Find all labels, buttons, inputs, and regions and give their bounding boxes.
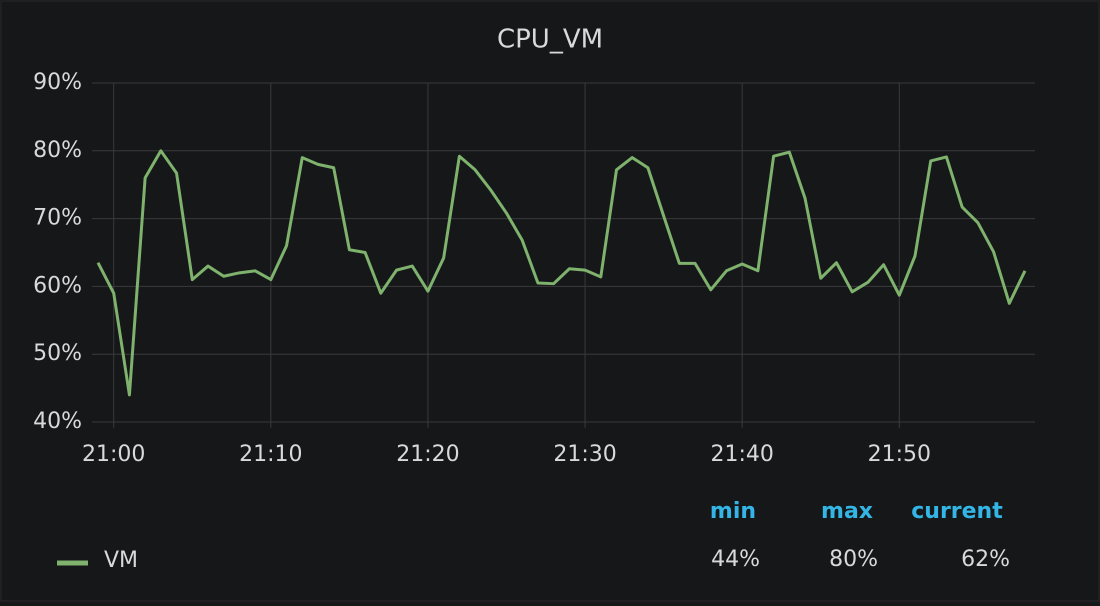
y-tick-label: 60% xyxy=(33,273,82,298)
y-tick-label: 80% xyxy=(33,138,82,163)
y-tick-label: 70% xyxy=(33,206,82,231)
stat-header: max xyxy=(821,499,873,524)
x-tick-label: 21:20 xyxy=(396,442,459,467)
x-tick-label: 21:30 xyxy=(553,442,616,467)
y-tick-label: 90% xyxy=(33,70,82,95)
data-line xyxy=(96,149,1027,397)
x-tick-label: 21:00 xyxy=(82,442,145,467)
stat-header: min xyxy=(710,499,756,524)
stat-header: current xyxy=(911,499,1003,524)
stat-value: 62% xyxy=(961,547,1010,572)
legend-label: VM xyxy=(104,548,138,573)
stat-value: 44% xyxy=(711,547,760,572)
x-tick-label: 21:50 xyxy=(868,442,931,467)
x-tick-label: 21:40 xyxy=(710,442,773,467)
stat-value: 80% xyxy=(829,547,878,572)
chart-title: CPU_VM xyxy=(497,25,603,55)
y-tick-label: 40% xyxy=(33,409,82,434)
y-tick-label: 50% xyxy=(33,341,82,366)
x-tick-label: 21:10 xyxy=(239,442,302,467)
